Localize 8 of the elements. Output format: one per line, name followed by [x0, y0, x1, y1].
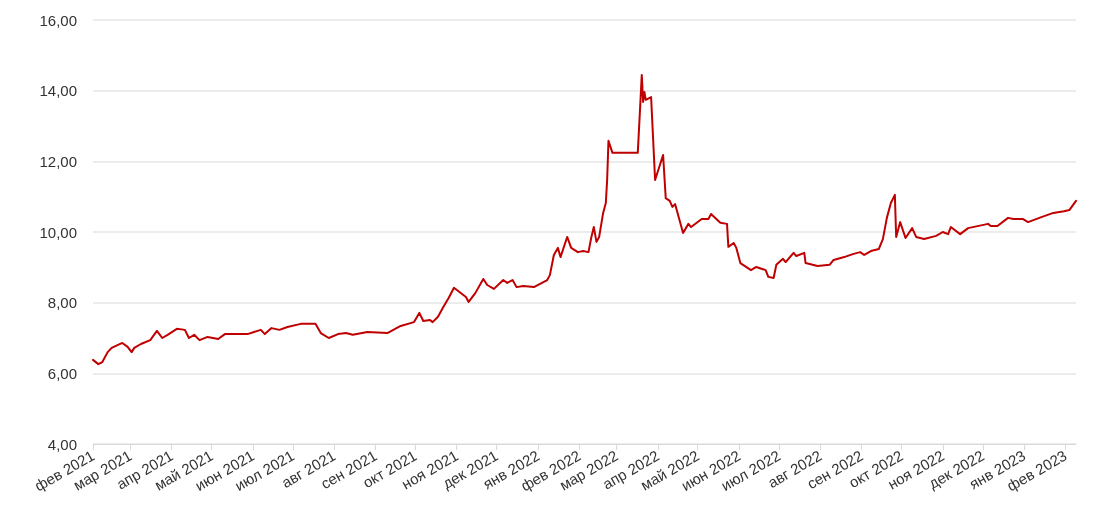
line-series	[92, 74, 1077, 366]
y-tick-label: 12,00	[39, 152, 77, 170]
y-tick-label: 14,00	[39, 82, 77, 100]
y-tick-label: 4,00	[47, 435, 77, 453]
y-tick-label: 8,00	[47, 294, 77, 312]
y-tick-label: 10,00	[39, 223, 77, 241]
y-tick-label: 16,00	[39, 11, 77, 29]
y-tick-label: 6,00	[47, 364, 77, 382]
